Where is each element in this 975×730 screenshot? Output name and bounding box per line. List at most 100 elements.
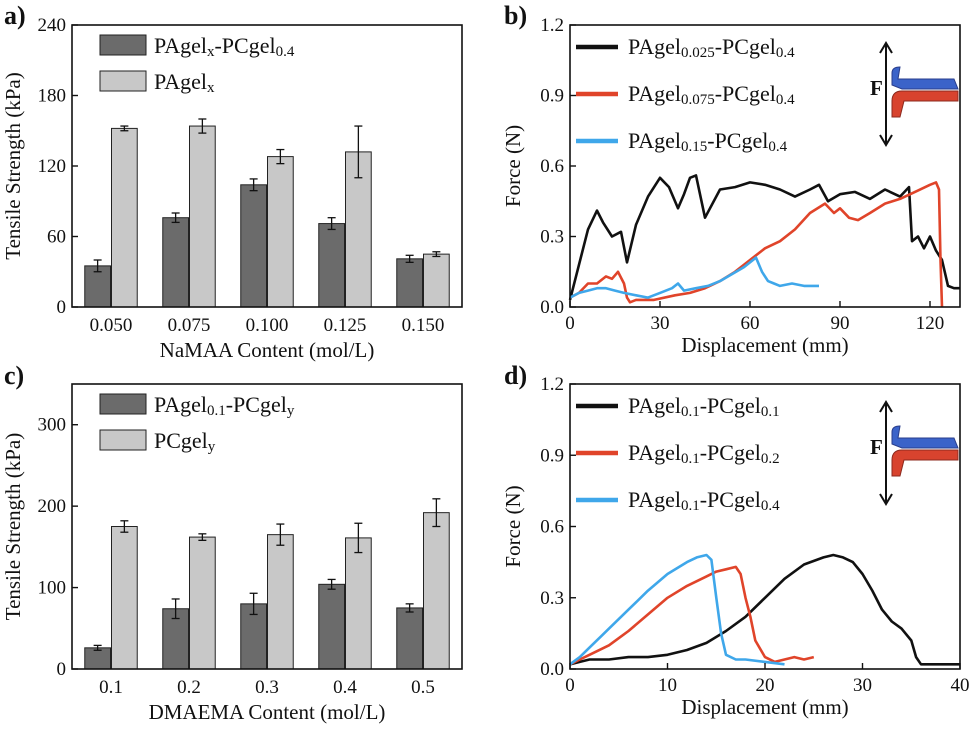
bar-light-0 <box>111 526 138 670</box>
error-bar-1-4 <box>432 251 441 258</box>
legend-legend_sub2: 0.4 <box>276 44 295 60</box>
panel-label: a) <box>4 1 26 30</box>
series-line-black <box>568 174 960 301</box>
y-tick-label: 200 <box>38 496 67 517</box>
legend-swatch <box>99 34 147 56</box>
panel-label: b) <box>504 1 527 30</box>
y-axis-title: Tensile Strength (kPa) <box>1 433 25 621</box>
x-tick-label: 0.125 <box>324 315 367 336</box>
error-bar-1-4 <box>432 498 441 528</box>
y-tick-label: 0.9 <box>540 445 564 466</box>
y-tick-label: 0.6 <box>540 517 564 538</box>
y-tick-label: 0.0 <box>540 659 564 680</box>
legend-legend_sub2: 0.4 <box>776 45 795 61</box>
legend-legend_mid: -PCgel <box>707 128 768 153</box>
legend-label: PCgely <box>154 428 216 455</box>
bar-light-3 <box>345 537 372 670</box>
legend-legend_sub1: 0.025 <box>681 45 715 61</box>
legend-legend_main: PAgel <box>154 69 207 94</box>
error-bar-0-2 <box>249 592 258 616</box>
y-tick-label: 180 <box>38 86 67 107</box>
x-axis-title: Displacement (mm) <box>681 333 848 357</box>
force-arrow-up-head <box>879 41 893 54</box>
error-bar-1-3 <box>354 125 363 179</box>
legend-swatch <box>99 393 147 415</box>
error-bar-0-3 <box>327 578 336 590</box>
y-tick-label: 300 <box>38 415 67 436</box>
panel-label: d) <box>504 361 527 390</box>
y-tick-label: 0 <box>57 659 67 680</box>
error-bar-0-1 <box>171 598 180 620</box>
legend-legend_sub2: 0.4 <box>768 139 787 155</box>
x-tick-label: 60 <box>741 313 760 334</box>
inset-red-layer <box>891 90 959 118</box>
series-line-black <box>569 553 960 666</box>
legend-label: PAgelx <box>154 69 215 96</box>
legend-legend_main: PAgel <box>628 440 681 465</box>
legend-legend_sub1: y <box>208 439 216 455</box>
plot-frame <box>71 383 463 670</box>
legend-legend_sub2: 0.4 <box>761 498 780 514</box>
error-bar-1-1 <box>198 118 207 134</box>
x-tick-label: 90 <box>831 313 850 334</box>
legend-label: PAgel0.1-PCgely <box>154 392 295 419</box>
series-line-blue <box>569 256 819 299</box>
legend-label: PAgel0.1-PCgel0.2 <box>628 440 780 467</box>
error-bar-1-2 <box>276 148 285 165</box>
bar-light-4 <box>423 253 450 308</box>
legend-swatch <box>99 70 147 92</box>
x-tick-label: 0 <box>565 675 575 696</box>
bar-dark-4 <box>396 607 424 670</box>
inset-red-layer <box>891 449 959 477</box>
error-bar-1-0 <box>120 520 129 533</box>
force-arrow-down-head <box>879 493 893 506</box>
legend-legend_sub1: 0.075 <box>681 92 715 108</box>
legend-label: PAgel0.1-PCgel0.4 <box>628 487 780 514</box>
y-axis-title: Tensile Strength (kPa) <box>1 72 25 260</box>
legend-swatch <box>99 429 147 451</box>
legend-legend_sub1: 0.1 <box>681 498 700 514</box>
x-tick-label: 0.1 <box>99 677 123 698</box>
plot-frame <box>569 383 961 670</box>
y-tick-label: 0.6 <box>540 156 564 177</box>
bar-light-2 <box>267 156 294 308</box>
bar-dark-3 <box>318 583 346 670</box>
bar-light-2 <box>267 534 294 670</box>
error-bar-1-3 <box>354 522 363 554</box>
y-tick-label: 0.9 <box>540 86 564 107</box>
y-tick-label: 0.3 <box>540 588 564 609</box>
peel-test-inset: F <box>870 41 959 147</box>
error-bar-0-1 <box>171 212 180 224</box>
x-axis-title: NaMAA Content (mol/L) <box>160 338 375 362</box>
x-tick-label: 0.050 <box>90 315 133 336</box>
bar-light-4 <box>423 512 450 670</box>
legend-legend_sub2: 0.4 <box>776 92 795 108</box>
legend-legend_main: PAgel <box>628 393 681 418</box>
x-axis-title: DMAEMA Content (mol/L) <box>149 700 386 724</box>
error-bar-0-3 <box>327 217 336 231</box>
x-tick-label: 30 <box>651 313 670 334</box>
y-tick-label: 120 <box>38 156 67 177</box>
chart-panel-d: 0 10 20 30 40 0.0 0.3 0.6 0.9 1.2 Displacement (mm… <box>501 361 970 719</box>
legend-label: PAgelx-PCgel0.4 <box>154 33 295 60</box>
inset-blue-layer <box>891 425 959 449</box>
legend-legend_sub1: 0.15 <box>681 139 707 155</box>
legend-label: PAgel0.15-PCgel0.4 <box>628 128 788 155</box>
legend-legend_sub2: y <box>287 403 295 419</box>
legend-legend_sub2: 0.1 <box>761 404 780 420</box>
legend-legend_mid: -PCgel <box>715 34 776 59</box>
x-tick-label: 0 <box>565 313 575 334</box>
bar-light-0 <box>111 127 138 308</box>
legend-legend_sub1: 0.1 <box>207 403 226 419</box>
y-tick-label: 240 <box>38 15 67 36</box>
legend-legend_mid: -PCgel <box>715 81 776 106</box>
x-tick-label: 40 <box>951 675 970 696</box>
y-tick-label: 60 <box>47 227 66 248</box>
x-tick-label: 0.100 <box>246 315 289 336</box>
series-line-red <box>569 181 944 308</box>
x-tick-label: 0.4 <box>333 677 357 698</box>
legend-legend_sub1: 0.1 <box>681 451 700 467</box>
error-bar-0-0 <box>93 259 102 273</box>
force-label: F <box>870 76 883 100</box>
legend-legend_mid: -PCgel <box>700 393 761 418</box>
